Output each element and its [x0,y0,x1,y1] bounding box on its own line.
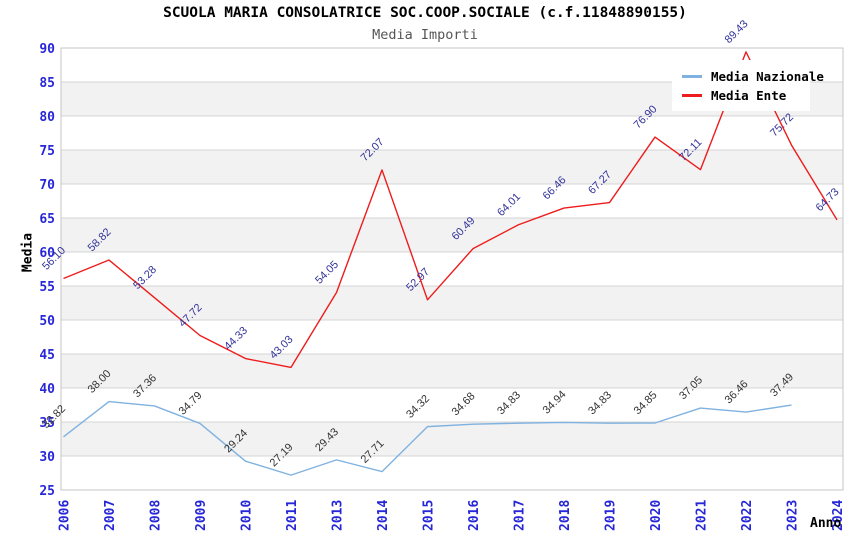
y-tick-label: 45 [39,348,55,363]
grid-band [61,252,843,286]
y-tick-label: 65 [39,212,55,227]
grid-band [61,388,843,422]
grid-band [61,218,843,252]
y-tick-label: 80 [39,110,55,125]
y-tick-label: 60 [39,246,55,261]
y-tick-label: 90 [39,42,55,57]
grid-band [61,354,843,388]
x-tick-label: 2006 [58,500,73,531]
legend-item-media-ente[interactable]: Media Ente [682,87,810,103]
x-tick-label: 2008 [149,500,164,531]
legend: Media Nazionale Media Ente [672,60,824,111]
x-tick-label: 2015 [422,500,437,531]
y-tick-label: 40 [39,382,55,397]
y-tick-label: 50 [39,314,55,329]
y-tick-label: 25 [39,484,55,499]
media-ente-line-swatch-icon [682,93,702,97]
x-tick-label: 2021 [695,500,710,531]
y-tick-label: 30 [39,450,55,465]
y-tick-label: 75 [39,144,55,159]
media-nazionale-line-swatch-icon [682,74,702,78]
x-tick-label: 2009 [194,500,209,531]
x-tick-label: 2007 [103,500,118,531]
y-tick-label: 70 [39,178,55,193]
legend-label: Media Nazionale [711,68,824,84]
grid-band [61,184,843,218]
legend-item-media-nazionale[interactable]: Media Nazionale [682,68,824,84]
x-tick-label: 2022 [740,500,755,531]
grid-band [61,116,843,150]
x-tick-label: 2013 [331,500,346,531]
x-tick-label: 2018 [558,500,573,531]
x-tick-label: 2020 [649,500,664,531]
grid-band [61,150,843,184]
x-tick-label: 2016 [467,500,482,531]
x-axis-title: Anno [810,516,842,531]
y-tick-label: 85 [39,76,55,91]
x-tick-label: 2023 [786,500,801,531]
x-tick-label: 2010 [240,500,255,531]
x-tick-label: 2024 [831,500,846,531]
y-tick-label: 35 [39,416,55,431]
grid-band [61,456,843,490]
plot-border [60,47,844,491]
chart-subtitle: Media Importi [372,27,478,43]
chart-title: SCUOLA MARIA CONSOLATRICE SOC.COOP.SOCIA… [163,5,687,21]
series-line-media-ente [63,51,838,369]
grid-band [61,422,843,456]
grid-band [61,286,843,320]
x-tick-label: 2014 [376,500,391,531]
y-tick-label: 55 [39,280,55,295]
series-line-media-nazionale [63,400,792,476]
y-axis-title: Media [20,232,36,273]
grid-band [61,320,843,354]
x-tick-label: 2017 [513,500,528,531]
x-tick-label: 2011 [285,500,300,531]
legend-label: Media Ente [711,87,787,103]
x-tick-label: 2019 [604,500,619,531]
